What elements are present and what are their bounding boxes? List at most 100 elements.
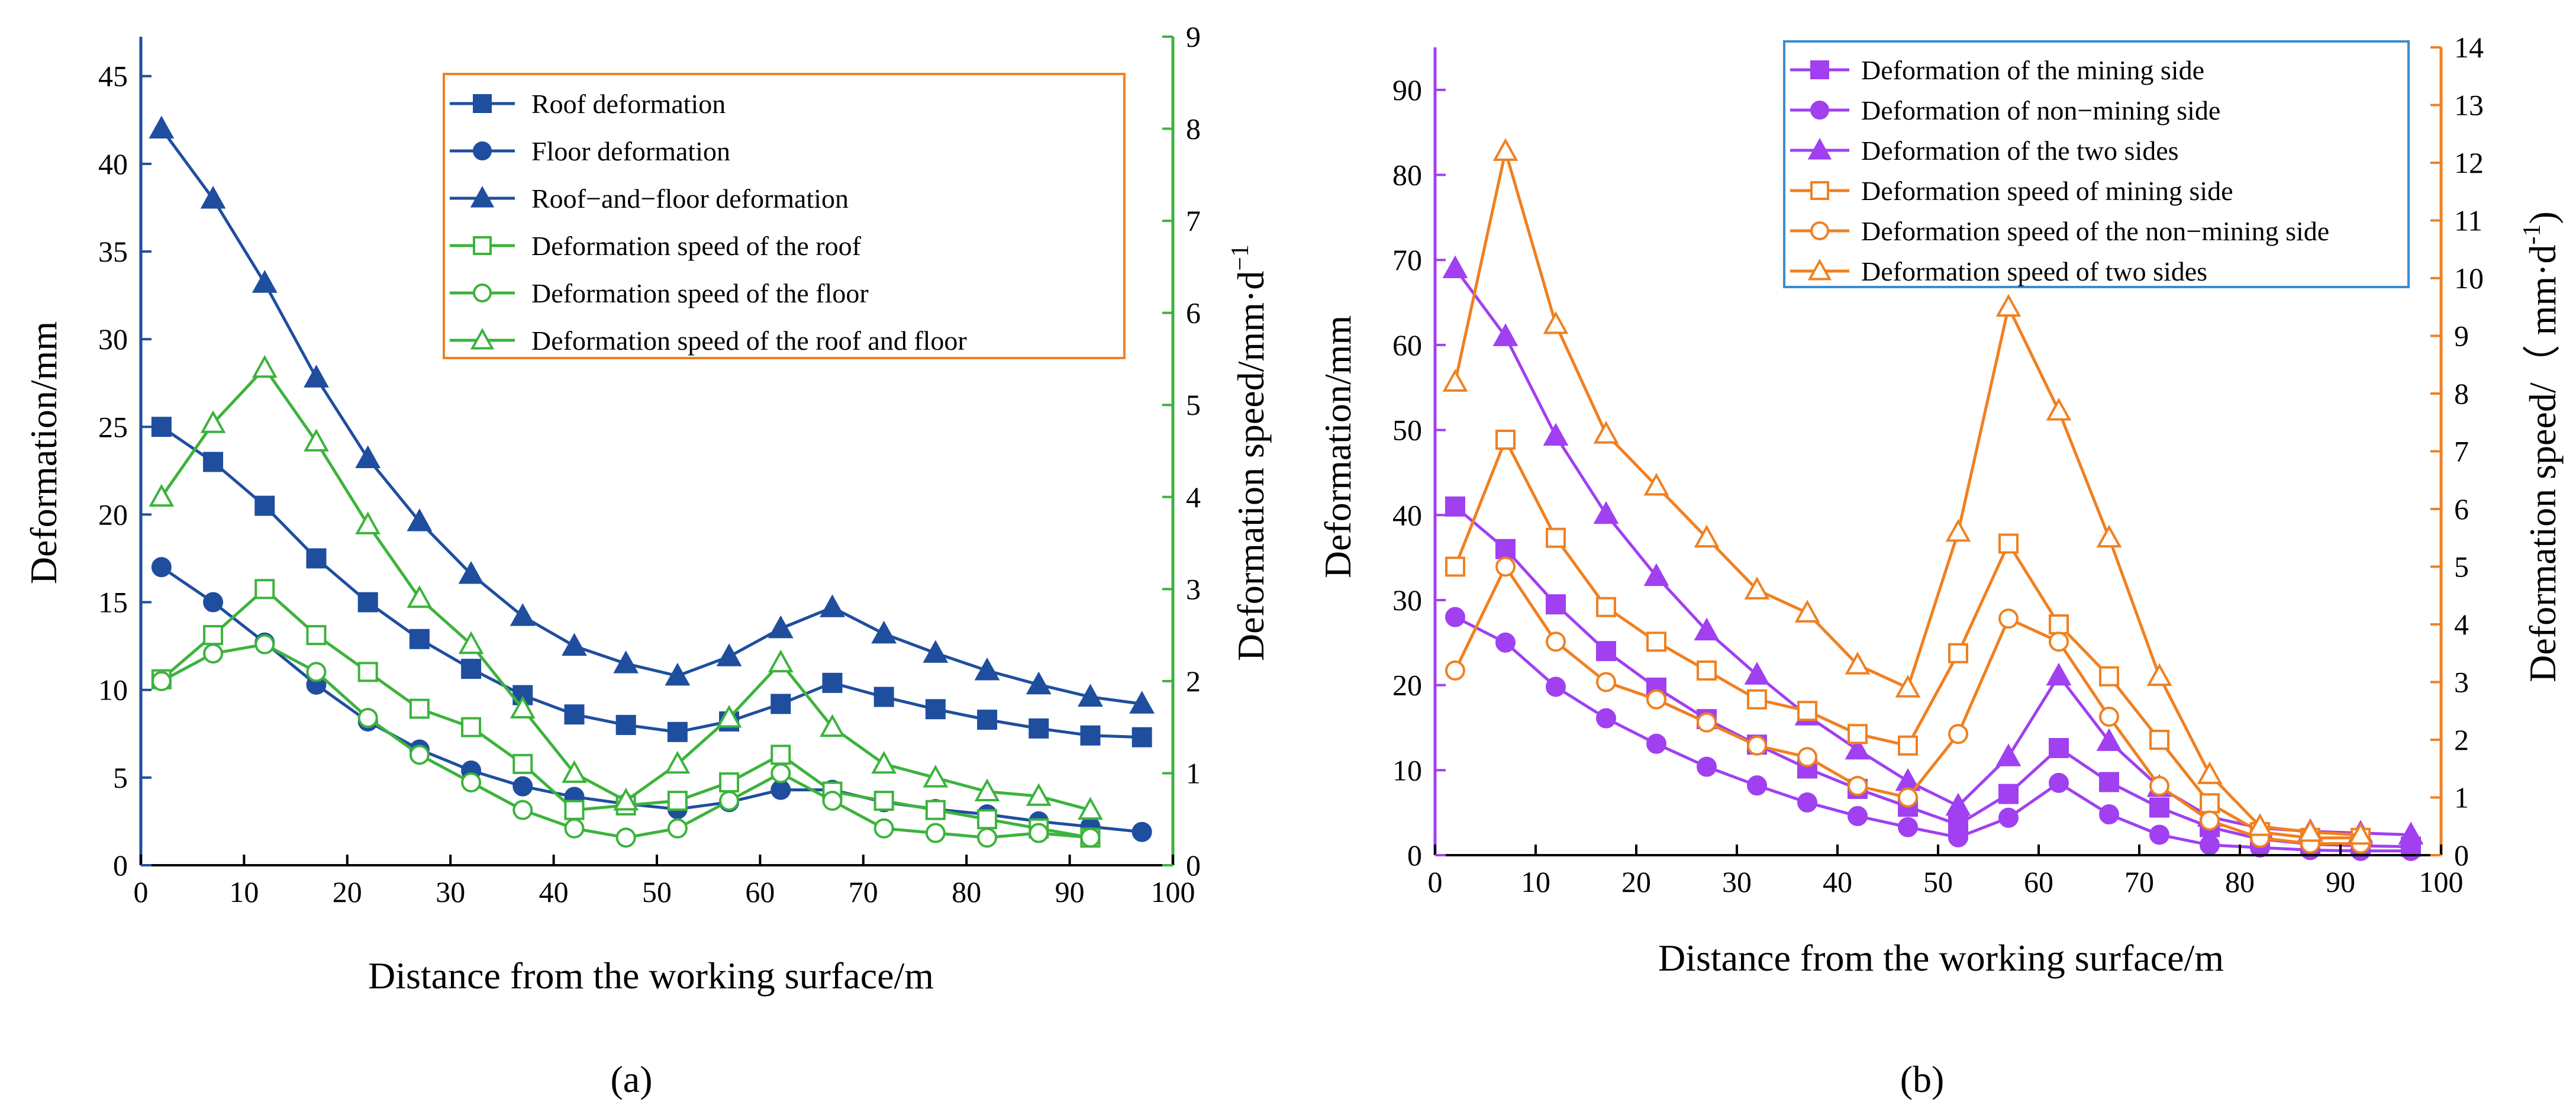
data-point	[355, 445, 381, 468]
y-left-tick-label: 30	[98, 323, 128, 356]
legend-label: Deformation speed of the floor	[531, 278, 869, 308]
data-point	[1744, 576, 1770, 600]
data-point	[357, 592, 378, 613]
data-point	[1131, 821, 1152, 842]
y-right-tick-label: 7	[2454, 435, 2469, 468]
data-point	[461, 717, 482, 737]
y-right-tick-label: 1	[2454, 781, 2469, 814]
data-point	[1697, 756, 1717, 777]
series-1	[151, 417, 1152, 747]
panel-b-series	[1442, 138, 2424, 861]
data-point	[2348, 821, 2374, 845]
data-point	[1492, 138, 1518, 161]
legend-label: Roof deformation	[531, 89, 726, 119]
data-point	[1998, 533, 2019, 554]
x-tick-label: 0	[134, 875, 149, 908]
y-left-tick-label: 45	[98, 60, 128, 93]
data-point	[151, 557, 172, 578]
x-tick-label: 30	[436, 875, 465, 908]
y-left-tick-label: 90	[1392, 73, 1422, 107]
data-point	[510, 695, 536, 718]
y-left-tick-label: 80	[1392, 159, 1422, 192]
legend-entry: Floor deformation	[450, 136, 730, 166]
data-point	[409, 629, 430, 649]
data-point	[871, 750, 897, 774]
y-left-tick-label: 0	[113, 849, 128, 882]
data-point	[822, 791, 843, 811]
data-point	[1747, 689, 1767, 710]
data-point	[2146, 663, 2172, 687]
legend-label: Deformation of the mining side	[1861, 55, 2204, 85]
data-point	[306, 625, 327, 646]
x-tick-label: 100	[2419, 865, 2464, 898]
data-point	[667, 818, 688, 839]
data-point	[1596, 708, 1616, 729]
series-5	[1445, 556, 2371, 854]
data-point	[512, 776, 533, 797]
data-point	[1078, 797, 1103, 820]
data-point	[1995, 743, 2022, 766]
x-tick-label: 40	[1823, 865, 1852, 898]
data-point	[820, 594, 845, 617]
data-point	[203, 643, 224, 664]
y-right-tick-label: 9	[1186, 20, 1201, 53]
data-point	[562, 760, 587, 783]
data-point	[665, 750, 691, 774]
data-point	[1596, 672, 1616, 692]
data-point	[1995, 294, 2022, 317]
data-point	[1697, 660, 1717, 681]
data-point	[304, 365, 329, 388]
legend-marker	[1807, 138, 1832, 160]
y-right-tick-label: 14	[2454, 31, 2484, 64]
y-right-tick-label: 6	[2454, 492, 2469, 526]
data-point	[1747, 775, 1767, 796]
panel-a-ylabel-right-main: Deformation speed/mm·d	[1230, 271, 1272, 661]
y-right-tick-label: 5	[2454, 550, 2469, 584]
data-point	[512, 753, 533, 774]
data-point	[2096, 524, 2122, 548]
panel-a-xlabel: Distance from the working surface/m	[368, 955, 934, 997]
data-point	[1998, 784, 2019, 804]
data-point	[1945, 792, 1971, 816]
data-point	[2049, 631, 2069, 652]
data-point	[1546, 527, 1566, 548]
data-point	[770, 763, 791, 784]
panel-a-legend-box	[443, 73, 1126, 359]
data-point	[615, 714, 636, 735]
panel-a-legend-entries: Roof deformation Floor deformation Roof−an…	[450, 89, 967, 356]
data-point	[977, 827, 998, 848]
legend-entry: Deformation speed of mining side	[1790, 176, 2233, 206]
data-point	[925, 800, 946, 820]
data-point	[1646, 689, 1666, 710]
data-point	[1643, 472, 1669, 496]
legend-label: Deformation speed of the roof and floor	[531, 326, 967, 356]
panel-a: 0 10 20 30 40 50 60 70 80 90 100051015202530354045…	[22, 20, 1272, 1100]
y-left-tick-label: 10	[98, 673, 128, 707]
data-point	[977, 710, 998, 730]
data-point	[1131, 727, 1152, 747]
data-point	[2049, 737, 2069, 758]
data-point	[1948, 724, 1968, 745]
panel-a-ylabel-right: Deformation speed/mm·d−1	[1227, 244, 1272, 661]
data-point	[871, 620, 897, 644]
series-3	[149, 115, 1155, 714]
legend-entry: Roof deformation	[450, 89, 726, 119]
panel-a-axes: 0 10 20 30 40 50 60 70 80 90 100051015202530354045…	[98, 20, 1201, 908]
data-point	[252, 355, 278, 378]
data-point	[2401, 840, 2421, 861]
data-point	[203, 452, 224, 472]
series-5	[151, 634, 1101, 848]
data-point	[2096, 728, 2122, 751]
y-right-tick-label: 11	[2454, 204, 2482, 237]
data-point	[564, 818, 585, 839]
data-point	[1078, 684, 1103, 707]
data-point	[306, 548, 327, 569]
data-point	[1744, 662, 1770, 685]
series-line	[1453, 268, 2411, 836]
data-point	[461, 772, 482, 792]
data-point	[304, 428, 329, 452]
data-point	[1593, 421, 1619, 444]
data-point	[1495, 539, 1516, 559]
data-point	[1794, 600, 1820, 623]
data-point	[925, 699, 946, 720]
